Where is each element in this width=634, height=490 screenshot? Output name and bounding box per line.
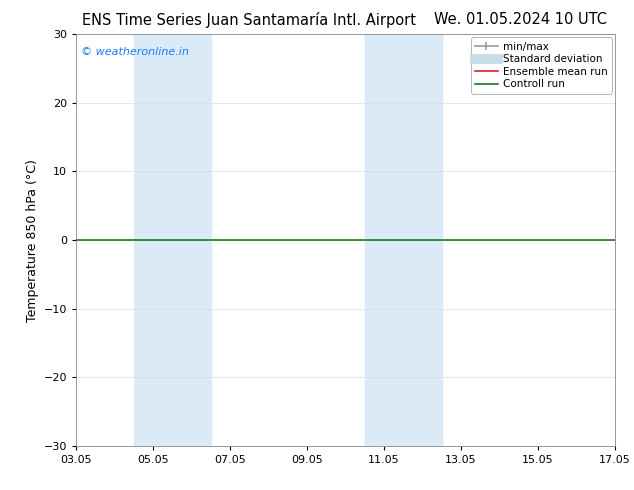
Y-axis label: Temperature 850 hPa (°C): Temperature 850 hPa (°C): [27, 159, 39, 321]
Text: ENS Time Series Juan Santamaría Intl. Airport: ENS Time Series Juan Santamaría Intl. Ai…: [82, 12, 417, 28]
Legend: min/max, Standard deviation, Ensemble mean run, Controll run: min/max, Standard deviation, Ensemble me…: [470, 37, 612, 94]
Bar: [365, 34, 442, 446]
Text: © weatheronline.in: © weatheronline.in: [81, 47, 190, 57]
Bar: [134, 34, 210, 446]
Text: We. 01.05.2024 10 UTC: We. 01.05.2024 10 UTC: [434, 12, 607, 27]
